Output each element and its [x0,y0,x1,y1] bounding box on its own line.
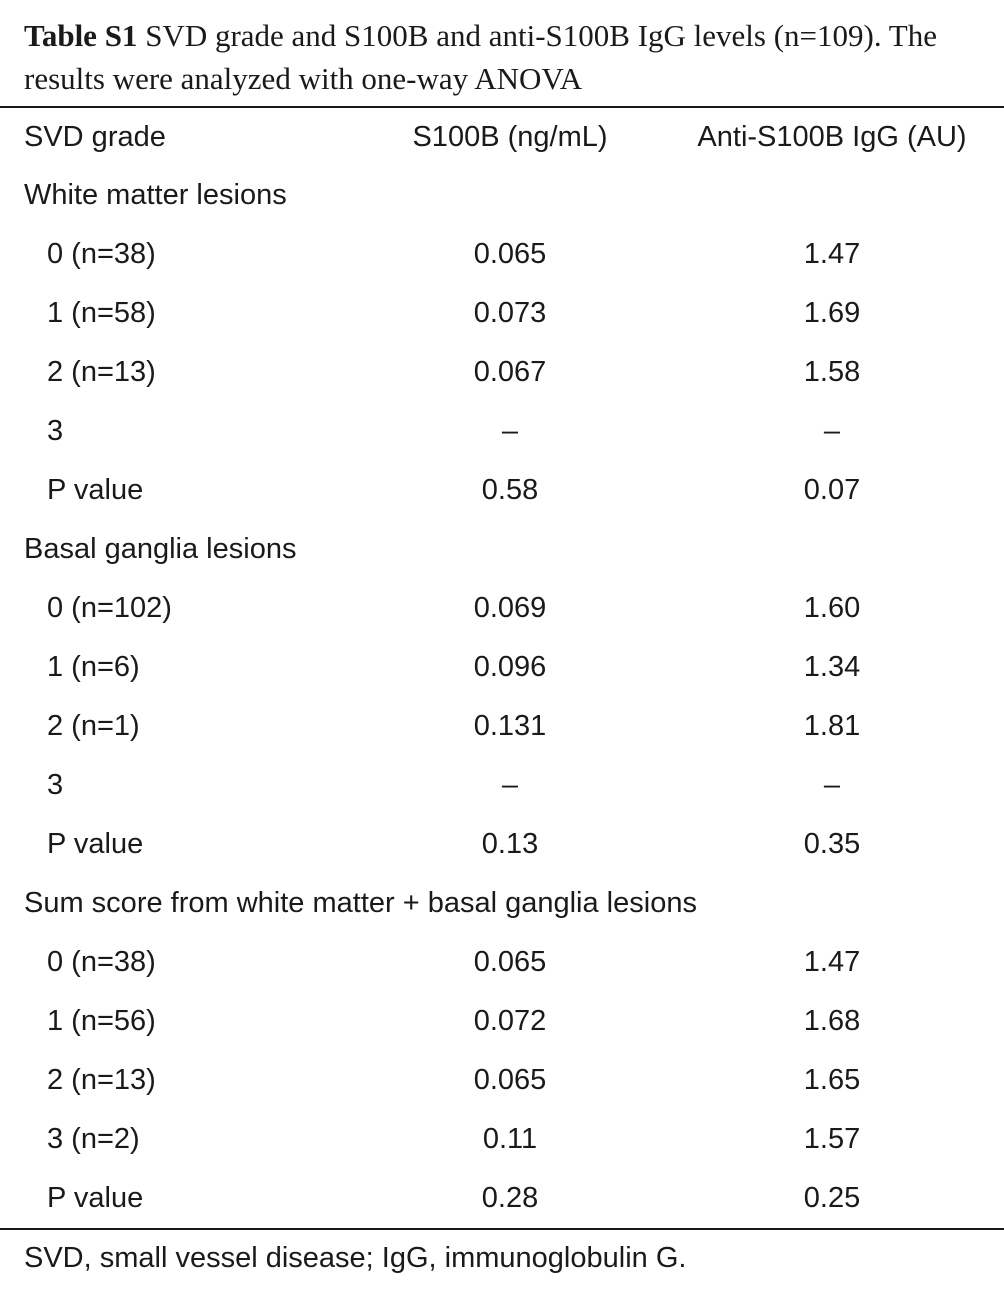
s100b-cell: – [501,769,519,801]
table-row: 3 (n=2) 0.11 1.57 [0,1110,1004,1169]
p-value-row: P value 0.13 0.35 [0,815,1004,874]
data-table: SVD grade S100B (ng/mL) Anti-S100B IgG (… [0,108,1004,1228]
table-label: Table S1 [24,18,138,53]
column-header-anti-s100b-igg: Anti-S100B IgG (AU) [697,120,967,153]
grade-cell: 3 [47,415,64,447]
s100b-cell: 0.28 [481,1182,539,1214]
s100b-cell: 0.13 [481,828,539,860]
grade-cell: P value [47,474,144,506]
s100b-cell: 0.065 [473,1064,547,1096]
s100b-cell: 0.131 [473,710,547,742]
s100b-cell: 0.072 [473,1005,547,1037]
igg-cell: 1.58 [803,356,861,388]
igg-cell: 1.47 [803,946,861,978]
table-top-rule [0,106,1004,108]
grade-cell: 0 (n=38) [47,238,156,270]
table-header-row: SVD grade S100B (ng/mL) Anti-S100B IgG (… [0,108,1004,166]
table-footnote: SVD, small vessel disease; IgG, immunogl… [24,1241,687,1274]
igg-cell: 0.07 [803,474,861,506]
grade-cell: P value [47,828,144,860]
igg-cell: 1.68 [803,1005,861,1037]
table-row: 1 (n=6) 0.096 1.34 [0,638,1004,697]
section-heading-row: White matter lesions [0,166,1004,225]
table-caption-text: SVD grade and S100B and anti-S100B IgG l… [24,18,937,96]
section-heading-row: Sum score from white matter + basal gang… [0,874,1004,933]
s100b-cell: 0.065 [473,946,547,978]
grade-cell: 0 (n=102) [47,592,172,624]
table-row: 2 (n=1) 0.131 1.81 [0,697,1004,756]
section-heading-row: Basal ganglia lesions [0,520,1004,579]
igg-cell: 0.35 [803,828,861,860]
section-title-basal-ganglia: Basal ganglia lesions [24,533,297,565]
s100b-cell: 0.11 [482,1123,538,1155]
grade-cell: 2 (n=1) [47,710,140,742]
table-row: 1 (n=56) 0.072 1.68 [0,992,1004,1051]
igg-cell: 1.81 [803,710,861,742]
grade-cell: 0 (n=38) [47,946,156,978]
table-row: 2 (n=13) 0.065 1.65 [0,1051,1004,1110]
grade-cell: 2 (n=13) [47,356,156,388]
s100b-cell: – [501,415,519,447]
section-title-white-matter: White matter lesions [24,179,287,211]
s100b-cell: 0.073 [473,297,547,329]
s100b-cell: 0.096 [473,651,547,683]
igg-cell: 1.34 [803,651,861,683]
igg-cell: – [823,415,841,447]
grade-cell: 1 (n=58) [47,297,156,329]
table-row: 0 (n=38) 0.065 1.47 [0,225,1004,284]
grade-cell: 3 [47,769,64,801]
igg-cell: 0.25 [803,1182,861,1214]
igg-cell: 1.57 [803,1123,861,1155]
table-row: 0 (n=102) 0.069 1.60 [0,579,1004,638]
table-row: 2 (n=13) 0.067 1.58 [0,343,1004,402]
table-caption: Table S1 SVD grade and S100B and anti-S1… [24,14,994,100]
grade-cell: 1 (n=56) [47,1005,156,1037]
section-title-sum-score: Sum score from white matter + basal gang… [24,887,697,919]
igg-cell: – [823,769,841,801]
grade-cell: P value [47,1182,144,1214]
s100b-cell: 0.067 [473,356,547,388]
p-value-row: P value 0.28 0.25 [0,1169,1004,1228]
table-row: 3 – – [0,756,1004,815]
table-row: 0 (n=38) 0.065 1.47 [0,933,1004,992]
s100b-cell: 0.065 [473,238,547,270]
table-row: 1 (n=58) 0.073 1.69 [0,284,1004,343]
column-header-svd-grade: SVD grade [24,120,166,153]
grade-cell: 1 (n=6) [47,651,140,683]
igg-cell: 1.47 [803,238,861,270]
table-row: 3 – – [0,402,1004,461]
igg-cell: 1.69 [803,297,861,329]
table-bottom-rule [0,1228,1004,1230]
grade-cell: 3 (n=2) [47,1123,140,1155]
grade-cell: 2 (n=13) [47,1064,156,1096]
s100b-cell: 0.069 [473,592,547,624]
column-header-s100b: S100B (ng/mL) [412,120,608,153]
p-value-row: P value 0.58 0.07 [0,461,1004,520]
s100b-cell: 0.58 [481,474,539,506]
igg-cell: 1.65 [803,1064,861,1096]
igg-cell: 1.60 [803,592,861,624]
